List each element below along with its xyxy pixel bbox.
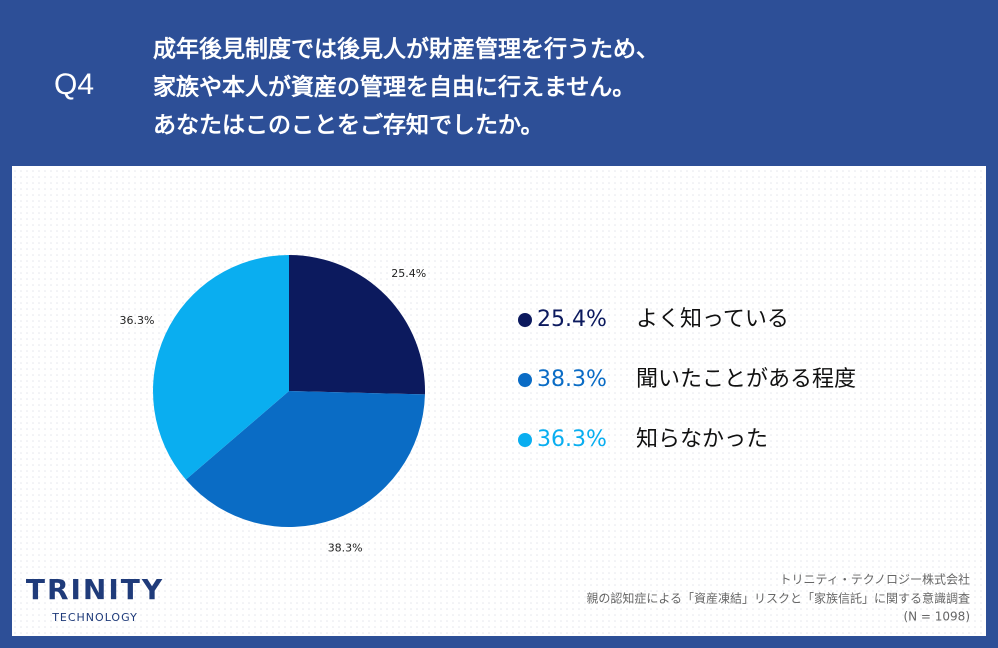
slice-label: 38.3% [328,542,363,555]
legend-value: 38.3% [537,367,607,392]
legend-label: 聞いたことがある程度 [636,367,856,392]
source-line: (N = 1098) [903,610,970,624]
question-line: あなたはこのことをご存知でしたか。 [153,112,544,139]
pie-slice [153,255,289,480]
logo: TRINITY [26,573,164,606]
legend-marker [518,313,532,327]
legend-marker [518,433,532,447]
slice-label: 25.4% [391,267,426,280]
source-line: トリニティ・テクノロジー株式会社 [779,572,970,587]
pie-slice [289,255,425,395]
slice-label: 36.3% [119,314,154,327]
legend-value: 25.4% [537,307,607,332]
question-line: 家族や本人が資産の管理を自由に行えません。 [153,74,635,101]
source-line: 親の認知症による「資産凍結」リスクと「家族信託」に関する意識調査 [586,591,970,606]
question-number: Q4 [54,68,94,101]
pie-slice [185,391,425,528]
logo-sub: TECHNOLOGY [51,611,138,624]
legend-label: よく知っている [636,307,789,332]
legend-label: 知らなかった [636,427,768,452]
question-line: 成年後見制度では後見人が財産管理を行うため、 [153,36,659,63]
legend-marker [518,373,532,387]
legend-value: 36.3% [537,427,607,452]
